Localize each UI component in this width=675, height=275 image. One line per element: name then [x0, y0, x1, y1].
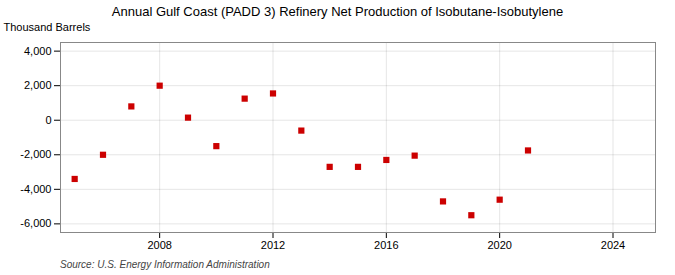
svg-text:4,000: 4,000: [24, 45, 52, 57]
svg-text:Thousand Barrels: Thousand Barrels: [4, 21, 91, 33]
svg-text:-2,000: -2,000: [20, 148, 51, 160]
svg-text:0: 0: [45, 114, 51, 126]
svg-text:2012: 2012: [261, 239, 285, 251]
svg-text:2020: 2020: [487, 239, 511, 251]
html-text:Annual Gulf Coast (PADD 3) Ref: Annual Gulf Coast (PADD 3) Refinery Net …: [111, 4, 564, 19]
svg-text:-4,000: -4,000: [20, 183, 51, 195]
svg-text:-6,000: -6,000: [20, 217, 51, 229]
html-text:Source: U.S. Energy Informatio: Source: U.S. Energy Information Administ…: [60, 259, 270, 270]
svg-text:2016: 2016: [374, 239, 398, 251]
svg-text:2,000: 2,000: [24, 79, 52, 91]
svg-text:2008: 2008: [147, 239, 171, 251]
svg-text:2024: 2024: [601, 239, 625, 251]
